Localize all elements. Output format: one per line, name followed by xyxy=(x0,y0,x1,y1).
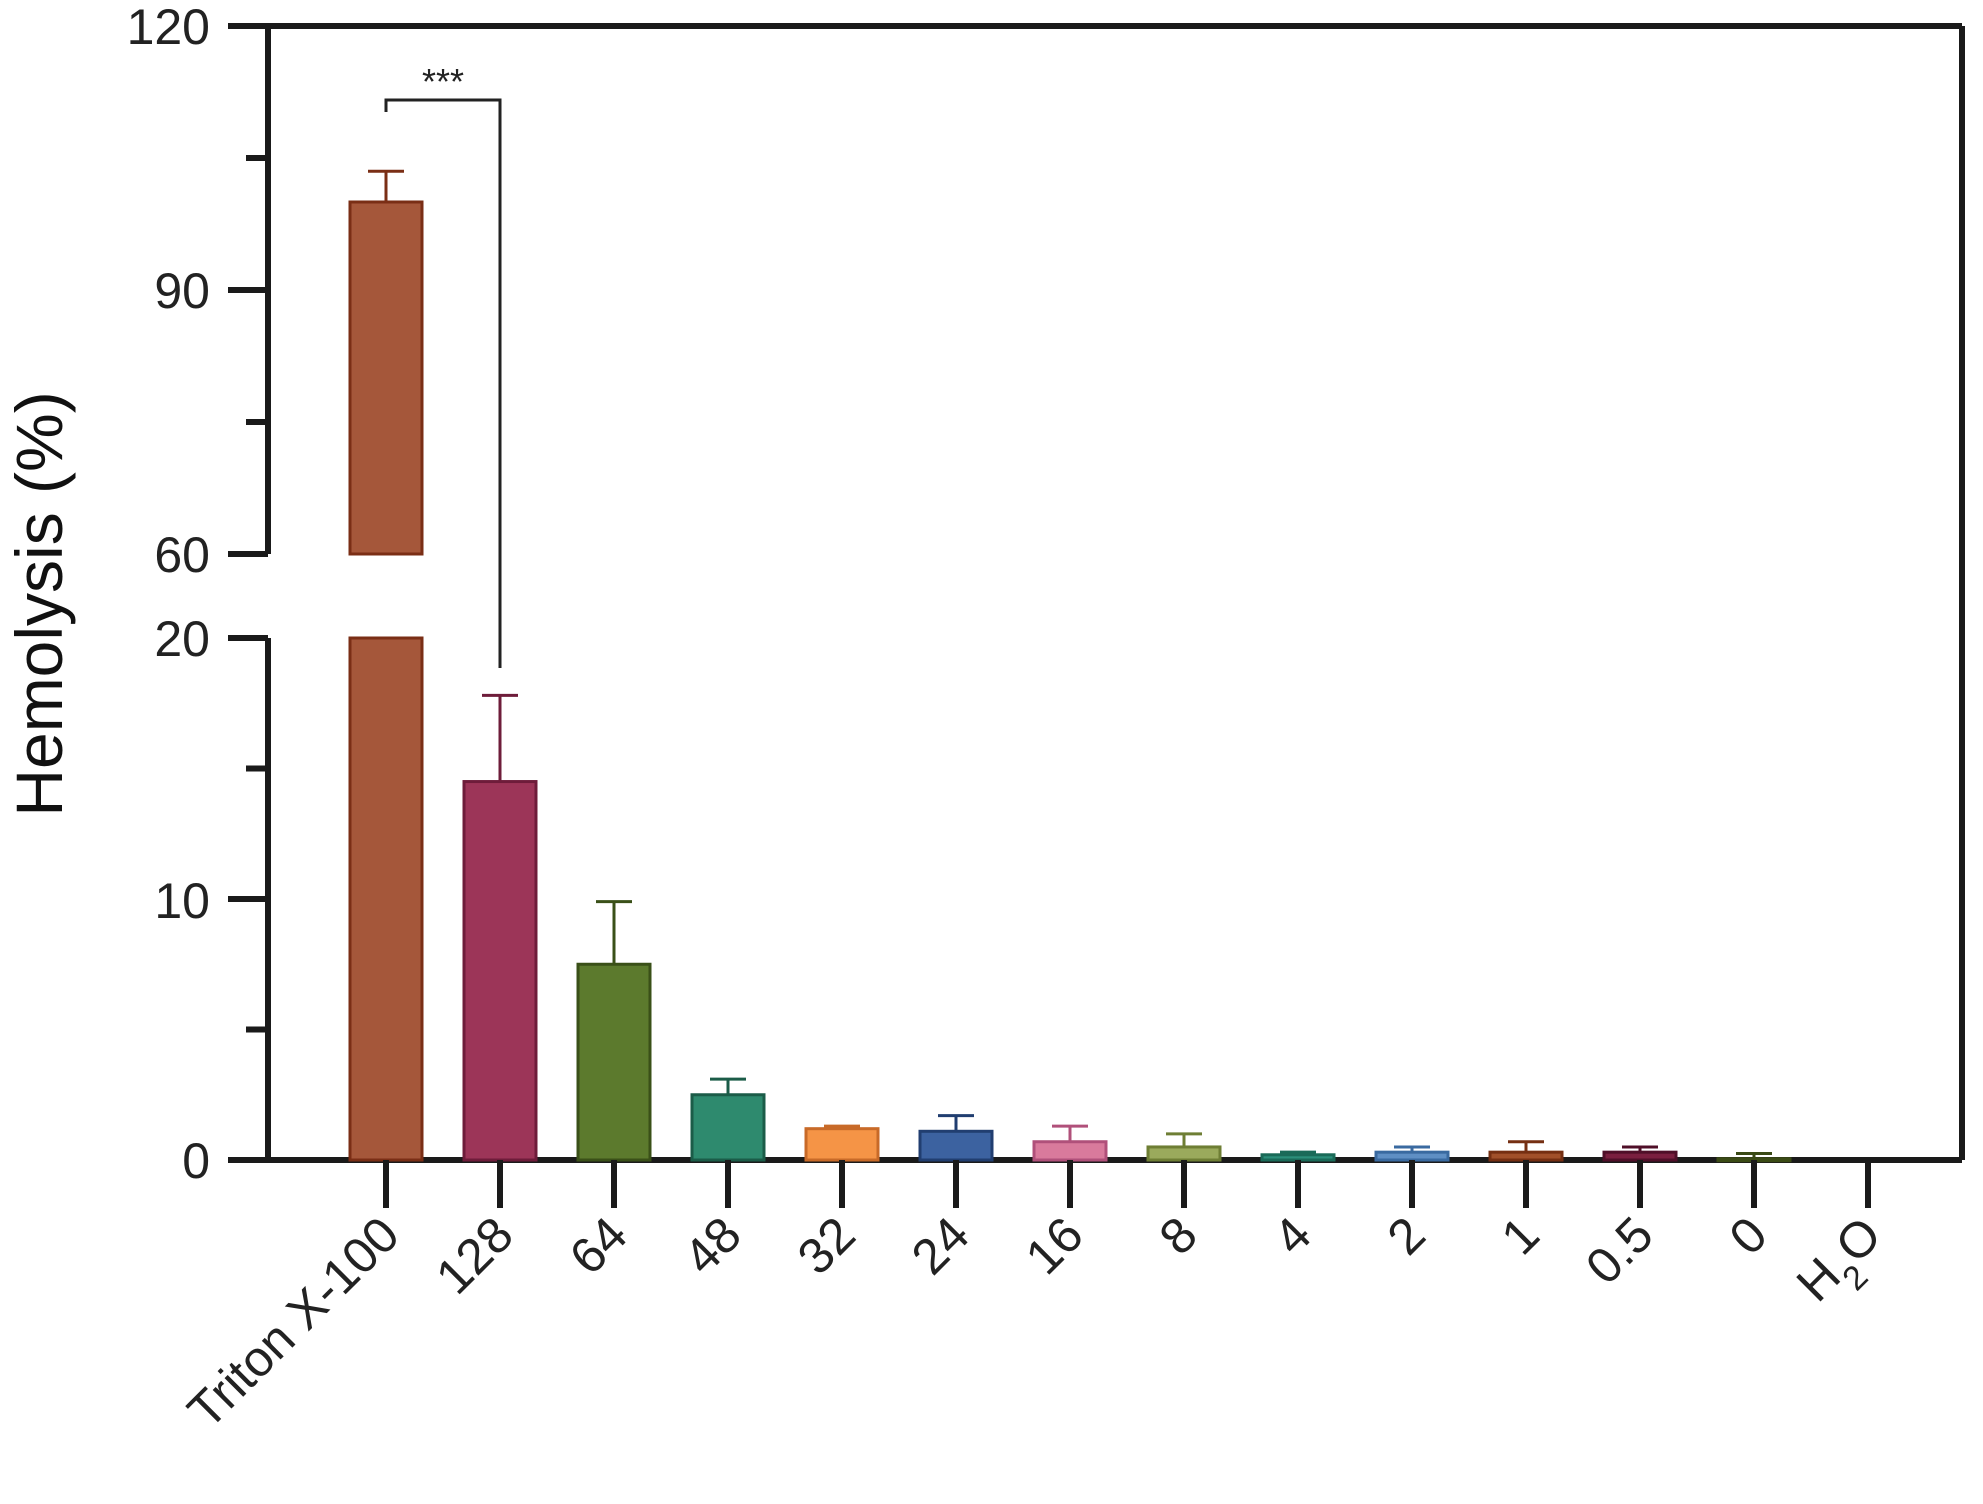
x-tick-label: 128 xyxy=(425,1206,524,1305)
x-tick-label: 48 xyxy=(673,1206,752,1285)
x-tick-label: Triton X-100 xyxy=(177,1206,410,1439)
x-tick-label: 32 xyxy=(787,1206,866,1285)
y-ticks xyxy=(228,23,268,1163)
x-tick-label: 1 xyxy=(1491,1206,1550,1265)
x-tick-label: 16 xyxy=(1015,1206,1094,1285)
y-tick-label-120: 120 xyxy=(127,0,210,55)
bar-upper-segment xyxy=(348,200,424,556)
y-tick-label-90: 90 xyxy=(154,263,210,319)
bar-lower-segment xyxy=(348,636,424,1162)
bar xyxy=(1260,1153,1336,1162)
bar xyxy=(918,1129,994,1162)
bar xyxy=(1488,1150,1564,1162)
x-tick-label: 4 xyxy=(1263,1206,1322,1265)
bar xyxy=(1032,1140,1108,1162)
x-tick-label: 64 xyxy=(559,1206,638,1285)
x-tick-label: H2O xyxy=(1786,1206,1903,1323)
bar xyxy=(804,1127,880,1162)
x-tick-label: 2 xyxy=(1377,1206,1436,1265)
bar xyxy=(576,962,652,1162)
significance-label: *** xyxy=(422,61,464,102)
x-ticks xyxy=(383,1160,1871,1208)
y-tick-label-20: 20 xyxy=(154,611,210,667)
x-tick-label: 8 xyxy=(1149,1206,1208,1265)
y-tick-label-60: 60 xyxy=(154,527,210,583)
bar xyxy=(462,780,538,1162)
y-tick-labels: 120 90 60 20 10 0 xyxy=(127,0,210,1189)
x-tick-label: 0 xyxy=(1719,1206,1778,1265)
x-tick-label: 0.5 xyxy=(1575,1206,1664,1295)
bar xyxy=(1374,1150,1450,1162)
y-tick-label-10: 10 xyxy=(154,873,210,929)
bar xyxy=(1146,1145,1222,1162)
y-tick-label-0: 0 xyxy=(182,1133,210,1189)
x-tick-label: 24 xyxy=(901,1206,980,1285)
y-axis-title: Hemolysis (%) xyxy=(2,391,76,816)
bars xyxy=(348,169,1792,1163)
axes xyxy=(265,23,1965,1163)
significance-bracket: *** xyxy=(384,61,502,668)
bar xyxy=(1602,1150,1678,1162)
significance-line xyxy=(384,98,502,668)
bar xyxy=(690,1093,766,1162)
